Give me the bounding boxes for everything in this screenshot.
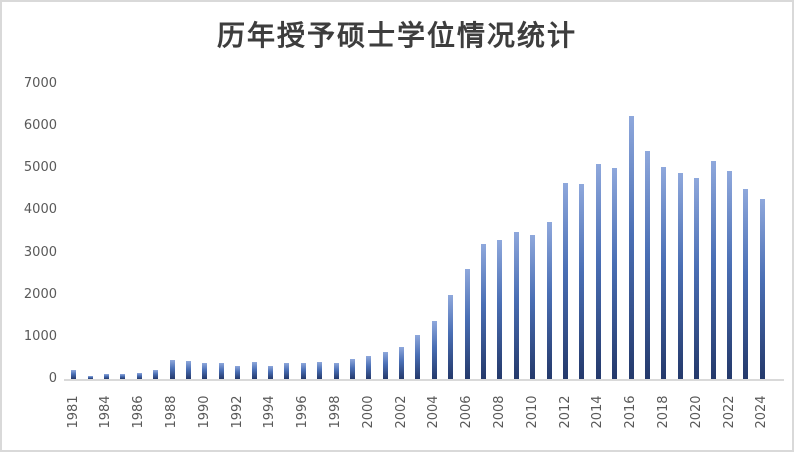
bar-1999 <box>349 358 355 379</box>
bar-2019 <box>677 173 683 379</box>
bar-2022 <box>727 171 732 379</box>
y-axis-tick-label: 4000 <box>23 202 57 218</box>
y-axis-tick-label: 0 <box>48 371 57 386</box>
x-axis-tick-label: 2016 <box>623 395 639 429</box>
bar-2012 <box>563 182 569 379</box>
x-axis-tick-label: 2002 <box>393 395 409 429</box>
x-axis-tick-label: 1996 <box>295 395 311 429</box>
bar-2014 <box>595 164 601 379</box>
bar-2011 <box>546 221 552 379</box>
x-axis-tick-label: 1994 <box>262 395 278 429</box>
bar-2020 <box>694 178 700 379</box>
x-axis-tick-label: 1984 <box>98 395 114 429</box>
bar-2004 <box>431 320 437 379</box>
x-axis-tick-label: 2020 <box>688 395 704 429</box>
bar-1996 <box>300 362 306 379</box>
bar-2010 <box>530 234 536 379</box>
x-axis-tick-label: 2024 <box>754 395 770 429</box>
bar-2013 <box>579 183 585 379</box>
x-axis-tick-label: 1990 <box>196 395 212 429</box>
bar-2008 <box>497 239 503 379</box>
bar-1987 <box>153 370 159 379</box>
bar-1982 <box>87 375 93 379</box>
x-axis-tick-label: 1981 <box>65 395 81 429</box>
bar-2006 <box>464 269 470 379</box>
bar-2021 <box>710 160 716 379</box>
y-axis-tick-label: 5000 <box>23 160 57 176</box>
bar-1981 <box>71 370 77 379</box>
bar-2023 <box>743 188 749 379</box>
x-axis-tick-label: 2000 <box>360 395 376 429</box>
x-axis-tick-label: 2010 <box>524 395 540 429</box>
bar-1993 <box>251 362 257 379</box>
bar-1989 <box>185 361 191 379</box>
bar-1985 <box>120 373 126 379</box>
x-axis-line <box>64 379 784 381</box>
y-axis-tick-label: 7000 <box>23 76 57 91</box>
bar-1988 <box>169 359 175 379</box>
x-axis-tick-label: 1988 <box>164 395 180 429</box>
bar-2016 <box>628 116 634 379</box>
x-axis-tick-label: 2008 <box>491 395 507 429</box>
bar-2015 <box>612 168 618 379</box>
bar-1994 <box>267 365 273 379</box>
y-axis-tick-label: 2000 <box>23 286 57 302</box>
bar-2007 <box>481 244 487 379</box>
x-axis-tick-label: 2014 <box>590 395 606 429</box>
chart-title: 历年授予硕士学位情况统计 <box>216 21 577 52</box>
x-axis-tick-label: 1986 <box>131 395 147 429</box>
bar-1984 <box>103 373 109 379</box>
bar-1995 <box>284 363 290 379</box>
bar-2009 <box>513 231 519 379</box>
bar-2005 <box>448 294 454 379</box>
y-axis-tick-label: 3000 <box>23 244 57 260</box>
x-axis-tick-label: 2012 <box>557 395 573 429</box>
x-axis-tick-label: 1992 <box>229 395 245 429</box>
x-axis-tick-label: 2018 <box>655 395 671 429</box>
bar-1992 <box>235 366 241 379</box>
y-axis-tick-label: 1000 <box>23 328 57 344</box>
bar-2018 <box>661 167 667 379</box>
x-axis-tick-label: 2022 <box>721 395 737 429</box>
bar-2017 <box>645 151 651 379</box>
bar-2003 <box>415 334 421 379</box>
bar-1990 <box>202 363 208 379</box>
bar-2002 <box>399 347 405 379</box>
bar-1991 <box>218 363 224 379</box>
bar-2001 <box>382 352 388 379</box>
bar-2000 <box>366 356 372 379</box>
x-axis-tick-label: 2006 <box>459 395 475 429</box>
bar-1997 <box>317 362 323 379</box>
bar-1986 <box>136 373 142 379</box>
x-axis-tick-label: 2004 <box>426 395 442 429</box>
y-axis-tick-label: 6000 <box>23 118 57 134</box>
bar-2024 <box>759 199 765 379</box>
plot-area <box>2 84 792 379</box>
bar-1998 <box>333 363 339 379</box>
x-axis-tick-label: 1998 <box>328 395 344 429</box>
